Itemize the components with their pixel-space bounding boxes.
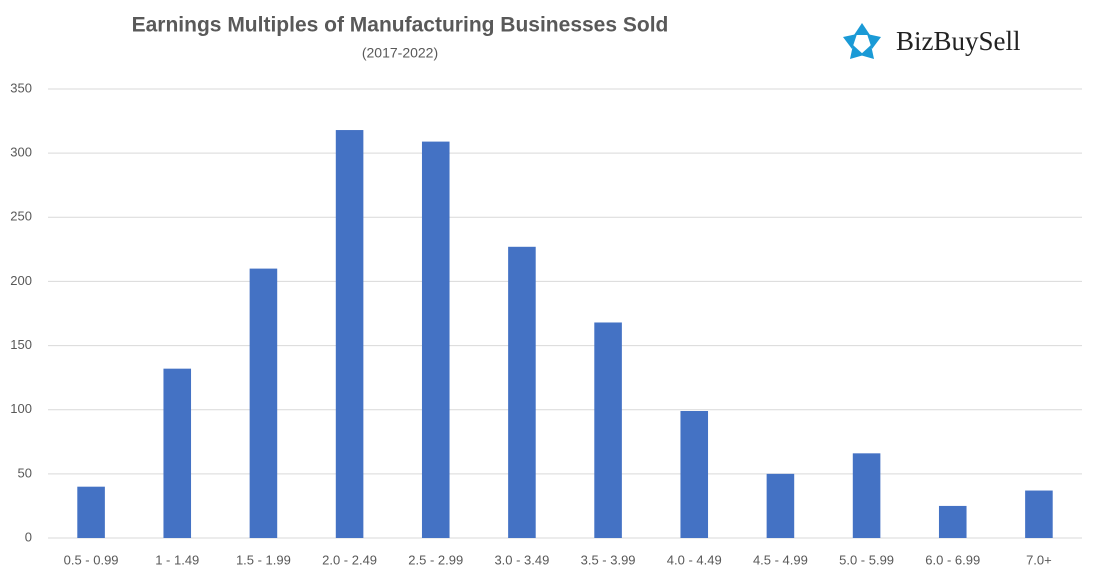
- x-tick-label: 0.5 - 0.99: [64, 552, 119, 567]
- y-tick-label: 350: [10, 80, 32, 95]
- x-tick-label: 1 - 1.49: [155, 552, 199, 567]
- chart-title: Earnings Multiples of Manufacturing Busi…: [132, 14, 669, 37]
- bar: [938, 505, 967, 538]
- bar: [680, 410, 709, 538]
- bar: [766, 473, 795, 538]
- chart-subtitle: (2017-2022): [362, 45, 438, 61]
- x-tick-label: 5.0 - 5.99: [839, 552, 894, 567]
- x-tick-label: 4.0 - 4.49: [667, 552, 722, 567]
- y-tick-label: 0: [25, 529, 32, 544]
- bar: [508, 246, 536, 538]
- y-tick-label: 50: [18, 465, 32, 480]
- bar: [77, 486, 105, 538]
- x-tick-label: 3.5 - 3.99: [581, 552, 636, 567]
- bar: [249, 268, 278, 538]
- logo-icon: [843, 23, 881, 59]
- x-tick-label: 2.5 - 2.99: [408, 552, 463, 567]
- y-tick-label: 250: [10, 209, 32, 224]
- bar: [421, 141, 450, 538]
- bar: [1025, 490, 1053, 538]
- x-tick-label: 7.0+: [1026, 552, 1052, 567]
- x-tick-label: 6.0 - 6.99: [925, 552, 980, 567]
- x-tick-label: 3.0 - 3.49: [494, 552, 549, 567]
- y-tick-label: 100: [10, 401, 32, 416]
- x-tick-label: 1.5 - 1.99: [236, 552, 291, 567]
- bar: [335, 130, 364, 538]
- bar: [852, 453, 881, 538]
- y-tick-label: 150: [10, 337, 32, 352]
- y-tick-label: 200: [10, 273, 32, 288]
- y-tick-label: 300: [10, 145, 32, 160]
- x-tick-label: 4.5 - 4.99: [753, 552, 808, 567]
- logo-text: BizBuySell: [896, 26, 1021, 56]
- x-tick-label: 2.0 - 2.49: [322, 552, 377, 567]
- bar: [594, 322, 622, 538]
- bar: [163, 368, 192, 538]
